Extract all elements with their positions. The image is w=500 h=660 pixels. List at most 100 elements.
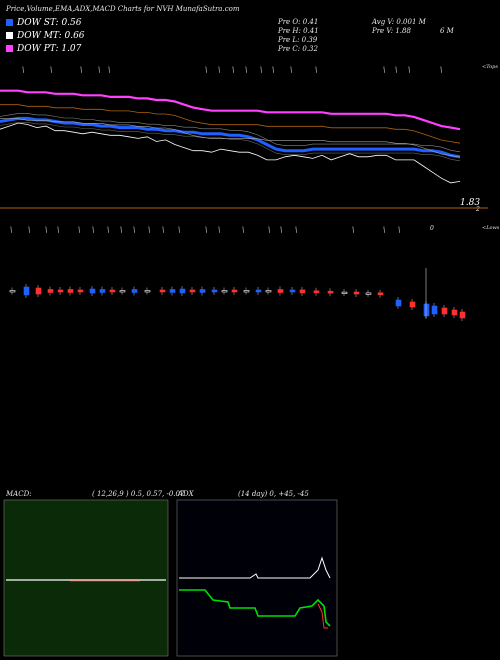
series-line-0 xyxy=(0,116,461,159)
candle-body-18 xyxy=(211,289,218,293)
low-signal-tick-6: \ xyxy=(107,226,109,234)
st-envelope-upper xyxy=(0,113,461,153)
candle-body-37 xyxy=(441,307,448,315)
chart-title: Price,Volume,EMA,ADX,MACD Charts for NVH… xyxy=(6,5,240,13)
stat-close: Pre C: 0.32 xyxy=(278,45,318,53)
macd-panel xyxy=(3,499,169,657)
st-envelope-lower xyxy=(0,122,461,162)
price-tag-tops: <Tops xyxy=(482,64,498,70)
top-signal-tick-1: \ xyxy=(50,66,52,74)
candle-body-13 xyxy=(159,289,166,293)
candle-body-35 xyxy=(423,303,430,317)
candle-body-14 xyxy=(169,289,176,293)
candle-body-7 xyxy=(89,288,96,294)
candle-body-22 xyxy=(255,289,262,293)
candle-body-25 xyxy=(289,289,296,293)
top-signal-tick-15: \ xyxy=(408,66,410,74)
legend-label-pt: DOW PT: 1.07 xyxy=(17,44,82,54)
low-signal-tick-14: \ xyxy=(242,226,244,234)
low-signal-tick-13: \ xyxy=(218,226,220,234)
legend-dow-st: DOW ST: 0.56 xyxy=(6,18,82,28)
low-signal-tick-18: \ xyxy=(352,226,354,234)
macd-params: ( 12,26,9 ) 0.5, 0.57, -0.07 xyxy=(92,490,185,498)
top-signal-tick-13: \ xyxy=(383,66,385,74)
candle-body-10 xyxy=(119,290,126,293)
low-signal-tick-3: \ xyxy=(57,226,59,234)
candle-body-16 xyxy=(189,289,196,293)
low-signal-tick-12: \ xyxy=(205,226,207,234)
adx-label: ADX xyxy=(178,490,194,498)
candle-body-31 xyxy=(365,292,372,295)
legend-label-st: DOW ST: 0.56 xyxy=(17,18,82,28)
price-corner-label: 2 xyxy=(476,206,480,213)
top-signal-tick-12: \ xyxy=(315,66,317,74)
candle-body-36 xyxy=(431,305,438,315)
low-signal-tick-1: \ xyxy=(28,226,30,234)
candle-body-38 xyxy=(451,309,458,316)
volume-zero-label: 0 xyxy=(430,225,434,232)
stat-low: Pre L: 0.39 xyxy=(278,36,318,44)
macd-label: MACD: xyxy=(6,490,32,498)
adx-plus-di-line xyxy=(179,589,331,627)
candle-body-0 xyxy=(9,290,16,293)
stat-avg-volume: Avg V: 0.001 M xyxy=(372,18,426,26)
top-signal-tick-3: \ xyxy=(98,66,100,74)
candle-body-2 xyxy=(35,287,42,295)
top-signal-tick-5: \ xyxy=(205,66,207,74)
candle-body-34 xyxy=(409,301,416,308)
stat-volume-unit: 6 M xyxy=(440,27,454,35)
low-signal-tick-11: \ xyxy=(178,226,180,234)
low-signal-tick-20: \ xyxy=(398,226,400,234)
candle-body-21 xyxy=(243,290,250,293)
legend-swatch-pt xyxy=(6,45,13,52)
top-signal-tick-4: \ xyxy=(108,66,110,74)
candle-body-5 xyxy=(67,289,74,293)
candle-body-11 xyxy=(131,289,138,293)
top-signal-tick-0: \ xyxy=(22,66,24,74)
top-signal-tick-11: \ xyxy=(290,66,292,74)
low-signal-tick-7: \ xyxy=(120,226,122,234)
candle-body-12 xyxy=(144,290,151,293)
candle-body-9 xyxy=(109,289,116,293)
legend-swatch-st xyxy=(6,19,13,26)
stat-open: Pre O: 0.41 xyxy=(278,18,319,26)
volume-tag-lows: <Lows xyxy=(482,225,500,231)
candle-body-8 xyxy=(99,289,106,293)
series-line-1 xyxy=(0,122,461,184)
candle-body-33 xyxy=(395,299,402,307)
low-signal-tick-2: \ xyxy=(45,226,47,234)
stat-high: Pre H: 0.41 xyxy=(278,27,319,35)
stat-volume: Pre V: 1.88 xyxy=(372,27,411,35)
candle-body-3 xyxy=(47,289,54,293)
low-signal-tick-9: \ xyxy=(148,226,150,234)
candle-body-1 xyxy=(23,286,30,296)
candle-body-30 xyxy=(353,291,360,295)
low-signal-tick-8: \ xyxy=(133,226,135,234)
last-price-label: 1.83 xyxy=(460,198,481,208)
low-signal-tick-19: \ xyxy=(383,226,385,234)
legend-dow-mt: DOW MT: 0.66 xyxy=(6,31,85,41)
candle-body-20 xyxy=(231,289,238,293)
adx-params: (14 day) 0, +45, -45 xyxy=(238,490,309,498)
pt-envelope-brown xyxy=(0,104,461,144)
candle-body-29 xyxy=(341,291,348,294)
low-signal-tick-16: \ xyxy=(280,226,282,234)
top-signal-tick-16: \ xyxy=(440,66,442,74)
candle-body-32 xyxy=(377,292,384,296)
candle-body-27 xyxy=(313,290,320,294)
top-signal-tick-10: \ xyxy=(272,66,274,74)
pt-envelope-grey xyxy=(0,118,461,158)
candle-body-26 xyxy=(299,289,306,294)
low-signal-tick-17: \ xyxy=(295,226,297,234)
candle-body-19 xyxy=(221,290,228,293)
low-signal-tick-15: \ xyxy=(268,226,270,234)
candle-body-15 xyxy=(179,288,186,294)
candle-body-39 xyxy=(459,311,466,319)
candle-body-24 xyxy=(277,289,284,293)
top-signal-tick-2: \ xyxy=(80,66,82,74)
legend-label-mt: DOW MT: 0.66 xyxy=(17,31,85,41)
low-signal-tick-5: \ xyxy=(92,226,94,234)
candle-body-28 xyxy=(327,290,334,294)
adx-line xyxy=(179,556,331,579)
